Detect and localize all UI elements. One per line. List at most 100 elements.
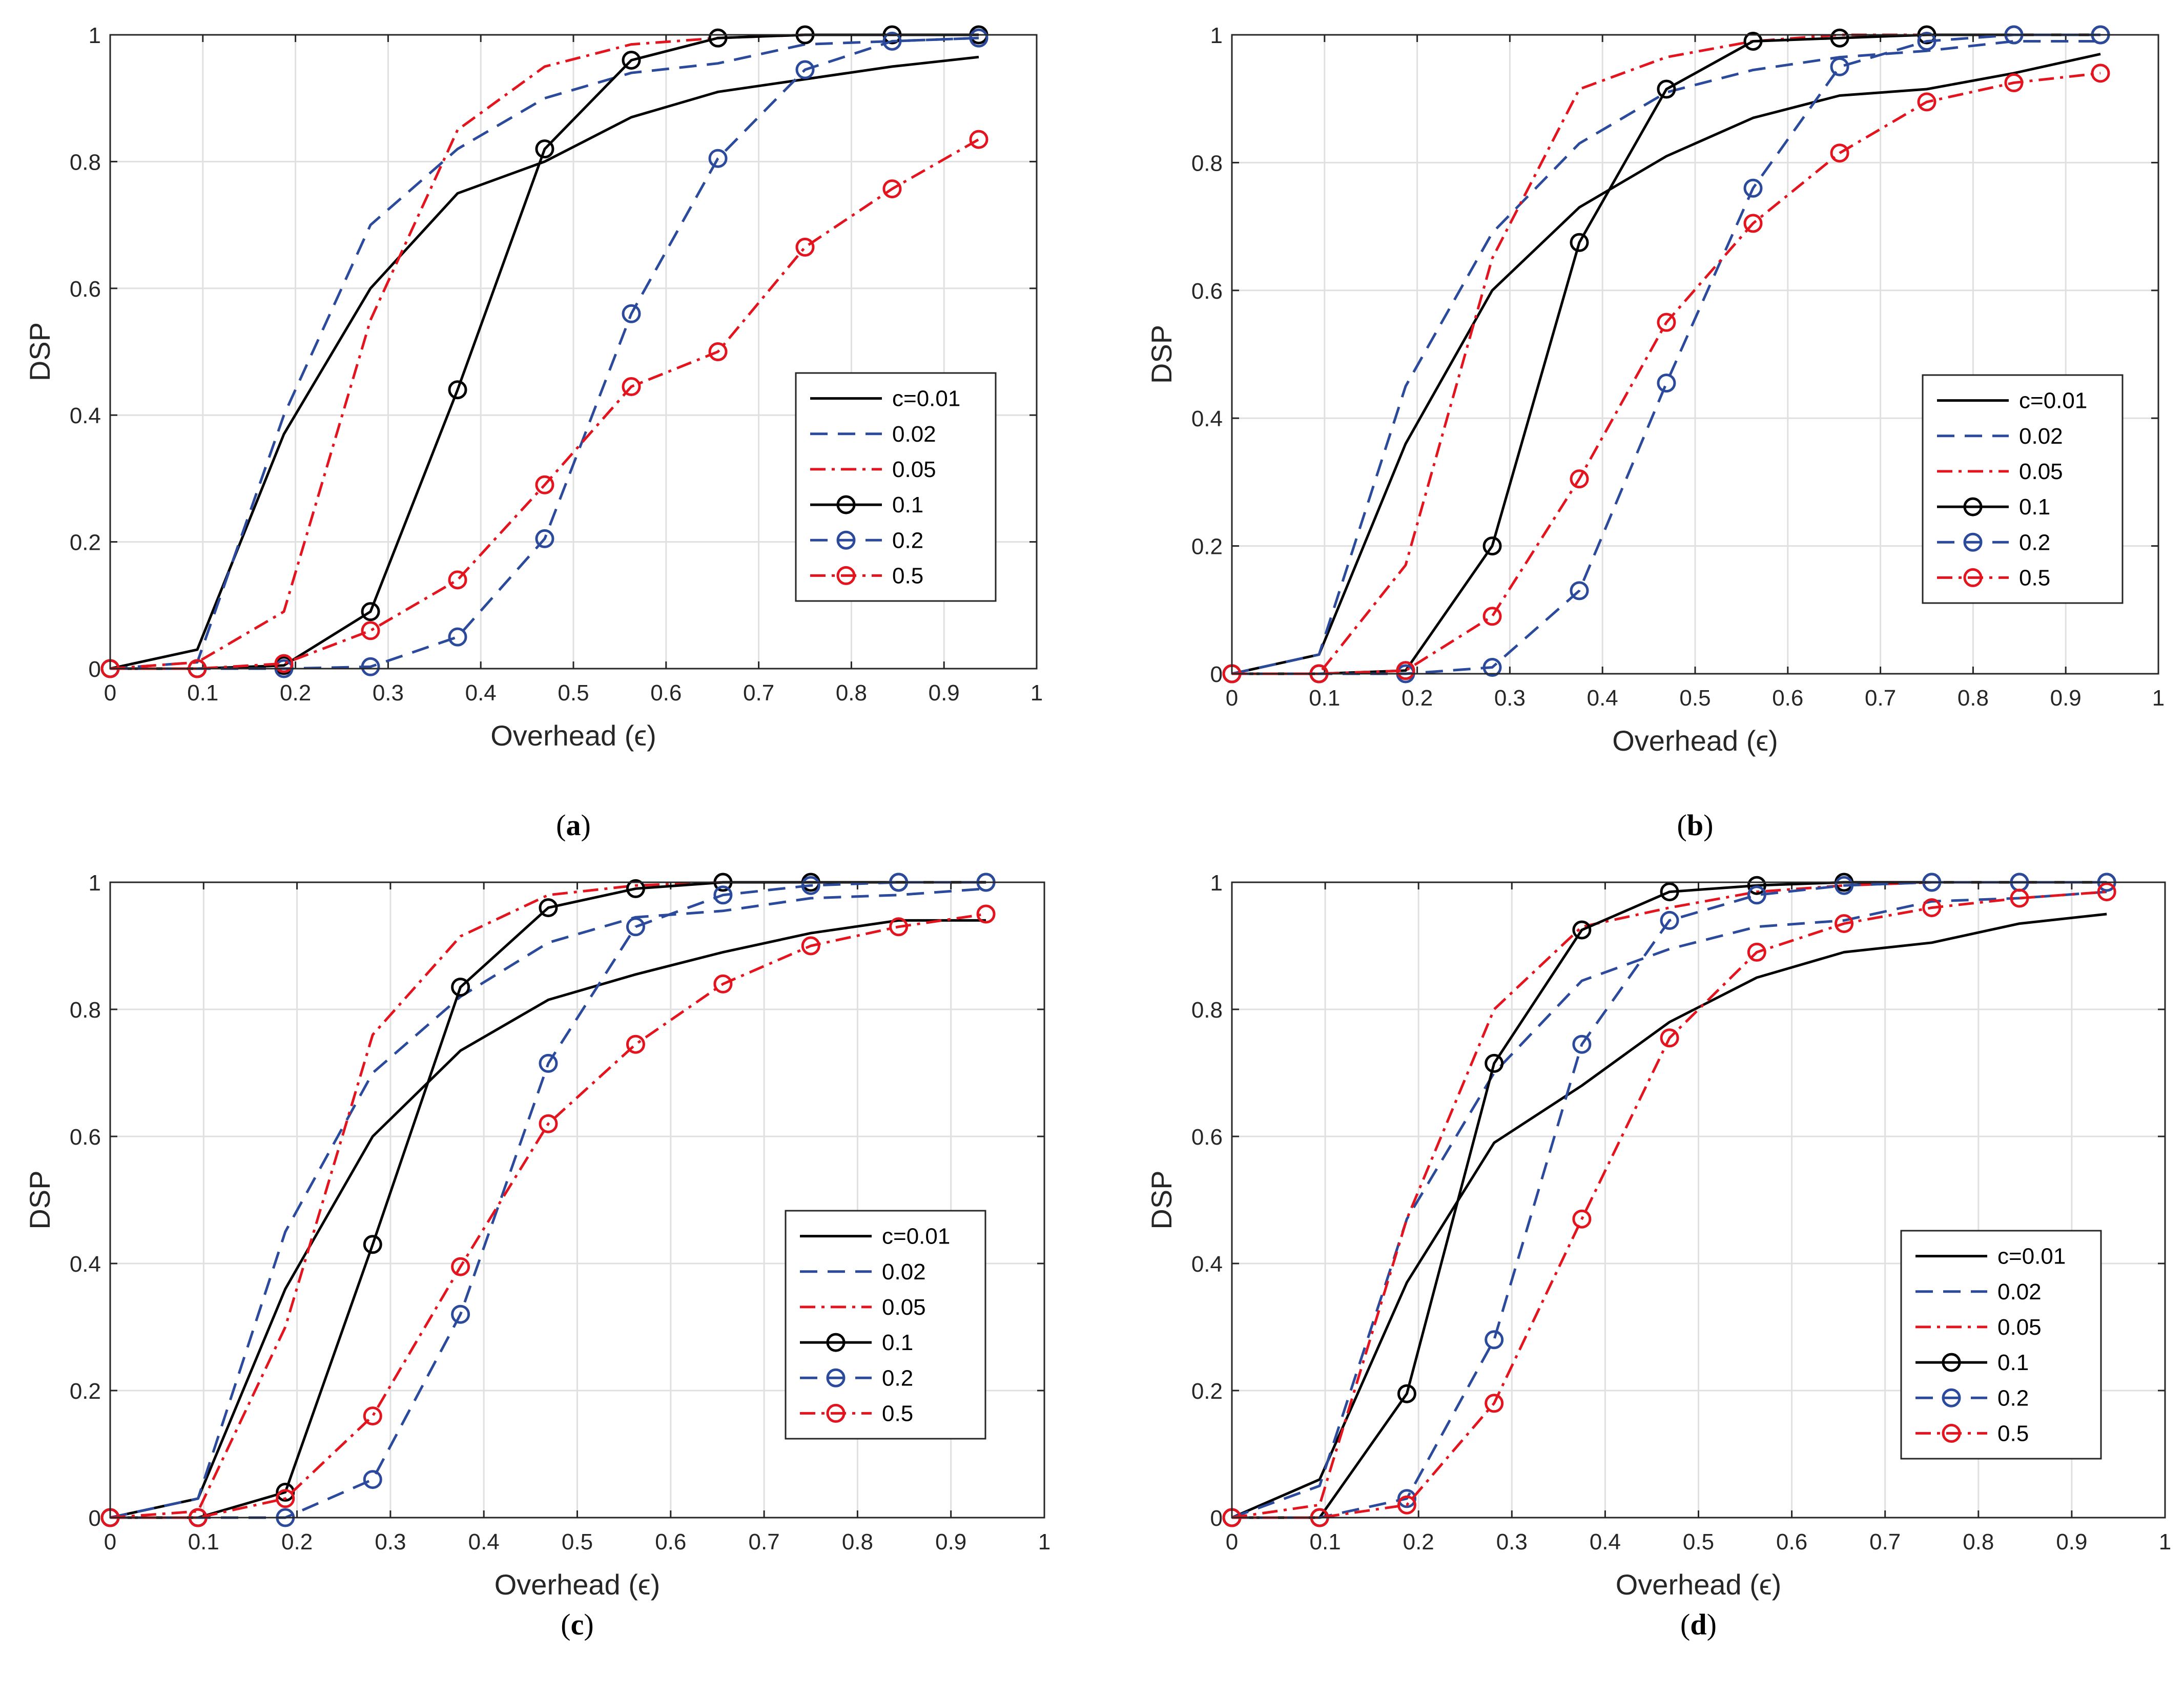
caption-paren-open: ( [561, 1608, 570, 1641]
x-tick-label: 0.6 [655, 1529, 686, 1555]
x-tick-label: 0.6 [1776, 1529, 1807, 1555]
data-point [1747, 942, 1766, 962]
x-tick-label: 0.4 [1590, 1529, 1621, 1555]
y-tick-label: 0.2 [1191, 534, 1223, 560]
x-tick-label: 0.2 [1402, 686, 1433, 711]
legend-label: 0.2 [2019, 530, 2050, 555]
x-tick-label: 1 [1031, 680, 1043, 706]
legend-label: 0.02 [882, 1259, 926, 1284]
y-tick-label: 0.6 [1191, 1125, 1223, 1150]
series-0 [1231, 52, 2101, 675]
data-point [535, 529, 554, 548]
data-point [535, 139, 554, 159]
data-point [2004, 73, 2024, 93]
y-tick-label: 0.4 [1191, 406, 1223, 431]
legend-label: 0.5 [882, 1401, 913, 1426]
data-point [1922, 898, 1942, 918]
data-point [1830, 57, 1849, 76]
data-point [1485, 1330, 1504, 1350]
data-point [708, 149, 728, 168]
data-point [1660, 882, 1679, 902]
x-tick-label: 0.3 [375, 1529, 406, 1555]
chart-panel-b: 0 0.1 0.2 0.3 0.4 0.5 0.6 0.7 0.8 0.9 1 0 0.2 0.4 0.6 0… [1145, 23, 2165, 842]
data-point [1743, 214, 1763, 233]
x-tick-label: 0.5 [1683, 1529, 1714, 1555]
series-5 [100, 130, 988, 678]
series-line [110, 55, 979, 670]
data-point [795, 60, 815, 79]
y-tick-label: 1 [89, 23, 101, 48]
y-tick-label: 0.8 [70, 998, 101, 1023]
series-2 [110, 33, 979, 670]
legend-label: 0.02 [1997, 1279, 2042, 1304]
y-tick-label: 0.6 [70, 1125, 101, 1150]
y-tick-label: 0.4 [70, 1252, 101, 1277]
caption-letter: d [1690, 1608, 1706, 1641]
series-0 [110, 919, 986, 1519]
data-point [1743, 31, 1763, 51]
legend-marker [836, 566, 856, 585]
x-tick-label: 0.7 [1869, 1529, 1901, 1555]
caption-paren-open: ( [1680, 1608, 1690, 1641]
legend-label: c=0.01 [892, 386, 960, 411]
legend-box [1922, 374, 2124, 604]
legend-marker [826, 1333, 846, 1352]
data-point [539, 898, 558, 918]
series-line [110, 36, 979, 670]
data-point [882, 179, 902, 199]
data-point [1485, 1053, 1504, 1073]
data-point [448, 380, 467, 400]
legend-label: 0.05 [1997, 1315, 2042, 1340]
data-point [1482, 607, 1502, 626]
x-tick-label: 1 [2159, 1529, 2171, 1555]
data-point [889, 917, 909, 937]
data-point [363, 1470, 382, 1489]
legend-marker [836, 495, 856, 514]
x-tick-label: 0.9 [2050, 686, 2082, 711]
x-axis-label: Overhead (ϵ) [1612, 724, 1778, 757]
data-point [1572, 920, 1592, 940]
y-tick-label: 0 [89, 657, 101, 682]
x-tick-label: 0.4 [1587, 686, 1618, 711]
data-point [1917, 31, 1936, 51]
x-tick-label: 0.9 [929, 680, 960, 706]
panel-caption: (d) [1680, 1608, 1717, 1641]
x-tick-label: 0.8 [1963, 1529, 1994, 1555]
caption-paren-close: ) [581, 809, 591, 842]
legend-box [785, 1210, 986, 1440]
x-tick-label: 0.1 [188, 1529, 219, 1555]
legend-marker [836, 530, 856, 550]
y-tick-label: 0.4 [70, 403, 101, 428]
legend-label: 0.05 [892, 457, 936, 482]
legend-label: 0.05 [882, 1295, 926, 1320]
caption-paren-close: ) [584, 1608, 593, 1641]
caption-paren-close: ) [1703, 809, 1713, 842]
data-point [1397, 1495, 1416, 1515]
series-line [110, 887, 986, 1519]
series-5 [100, 904, 996, 1527]
y-tick-label: 0.2 [70, 1379, 101, 1404]
data-point [1657, 374, 1676, 393]
data-point [276, 1489, 295, 1508]
x-tick-label: 0.2 [281, 1529, 313, 1555]
x-tick-label: 0.3 [1494, 686, 1526, 711]
data-point [448, 570, 467, 590]
y-axis-label: DSP [1145, 325, 1178, 384]
legend-label: 0.5 [2019, 565, 2050, 590]
data-point [1660, 1028, 1679, 1048]
legend: c=0.01 0.02 0.05 0.1 0.2 0.5 [1900, 1230, 2102, 1460]
x-tick-label: 0.1 [1309, 686, 1340, 711]
legend-marker [1963, 532, 1983, 552]
y-tick-label: 0.2 [1191, 1379, 1223, 1404]
data-point [2097, 882, 2116, 902]
panel-caption: (a) [556, 809, 591, 842]
legend-marker [826, 1403, 846, 1423]
data-point [882, 31, 902, 51]
data-point [626, 879, 645, 898]
y-axis-label: DSP [24, 1170, 56, 1229]
x-tick-label: 0.4 [468, 1529, 500, 1555]
data-point [708, 342, 728, 361]
x-tick-label: 0.3 [1496, 1529, 1528, 1555]
legend-label: 0.2 [892, 528, 923, 553]
series-1 [1231, 40, 2100, 675]
